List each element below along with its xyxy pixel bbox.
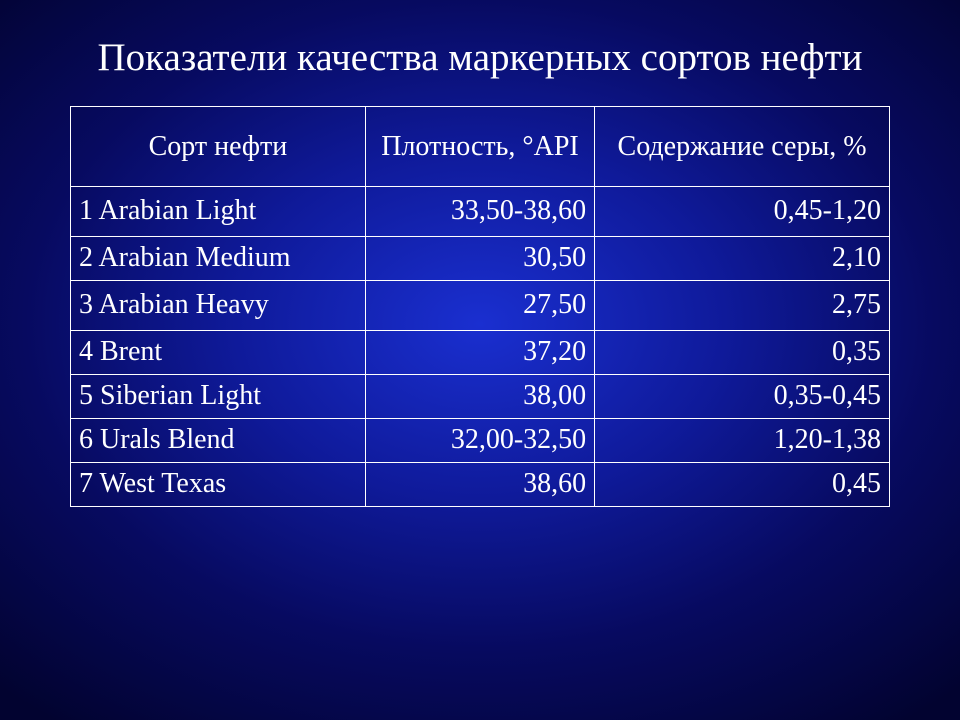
table-header-row: Сорт нефти Плотность, °API Содержание се…: [71, 107, 890, 187]
cell-api: 27,50: [365, 281, 594, 331]
cell-sulfur: 2,75: [595, 281, 890, 331]
table-row: 4 Brent 37,20 0,35: [71, 331, 890, 375]
cell-name: 4 Brent: [71, 331, 366, 375]
cell-api: 38,60: [365, 463, 594, 507]
cell-sulfur: 0,35-0,45: [595, 375, 890, 419]
cell-api: 37,20: [365, 331, 594, 375]
cell-name: 1 Arabian Light: [71, 187, 366, 237]
cell-sulfur: 2,10: [595, 237, 890, 281]
col-header-sulfur: Содержание серы, %: [595, 107, 890, 187]
table-row: 2 Arabian Medium 30,50 2,10: [71, 237, 890, 281]
cell-sulfur: 0,45: [595, 463, 890, 507]
cell-api: 32,00-32,50: [365, 419, 594, 463]
cell-sulfur: 0,35: [595, 331, 890, 375]
cell-api: 33,50-38,60: [365, 187, 594, 237]
cell-sulfur: 1,20-1,38: [595, 419, 890, 463]
table-row: 1 Arabian Light 33,50-38,60 0,45-1,20: [71, 187, 890, 237]
cell-api: 30,50: [365, 237, 594, 281]
table-row: 5 Siberian Light 38,00 0,35-0,45: [71, 375, 890, 419]
cell-name: 2 Arabian Medium: [71, 237, 366, 281]
cell-name: 7 West Texas: [71, 463, 366, 507]
oil-quality-table: Сорт нефти Плотность, °API Содержание се…: [70, 106, 890, 507]
cell-name: 6 Urals Blend: [71, 419, 366, 463]
slide-title: Показатели качества маркерных сортов неф…: [70, 28, 890, 88]
cell-sulfur: 0,45-1,20: [595, 187, 890, 237]
col-header-name: Сорт нефти: [71, 107, 366, 187]
cell-api: 38,00: [365, 375, 594, 419]
cell-name: 3 Arabian Heavy: [71, 281, 366, 331]
slide: Показатели качества маркерных сортов неф…: [0, 0, 960, 720]
table-row: 3 Arabian Heavy 27,50 2,75: [71, 281, 890, 331]
table-row: 7 West Texas 38,60 0,45: [71, 463, 890, 507]
cell-name: 5 Siberian Light: [71, 375, 366, 419]
col-header-api: Плотность, °API: [365, 107, 594, 187]
table-row: 6 Urals Blend 32,00-32,50 1,20-1,38: [71, 419, 890, 463]
